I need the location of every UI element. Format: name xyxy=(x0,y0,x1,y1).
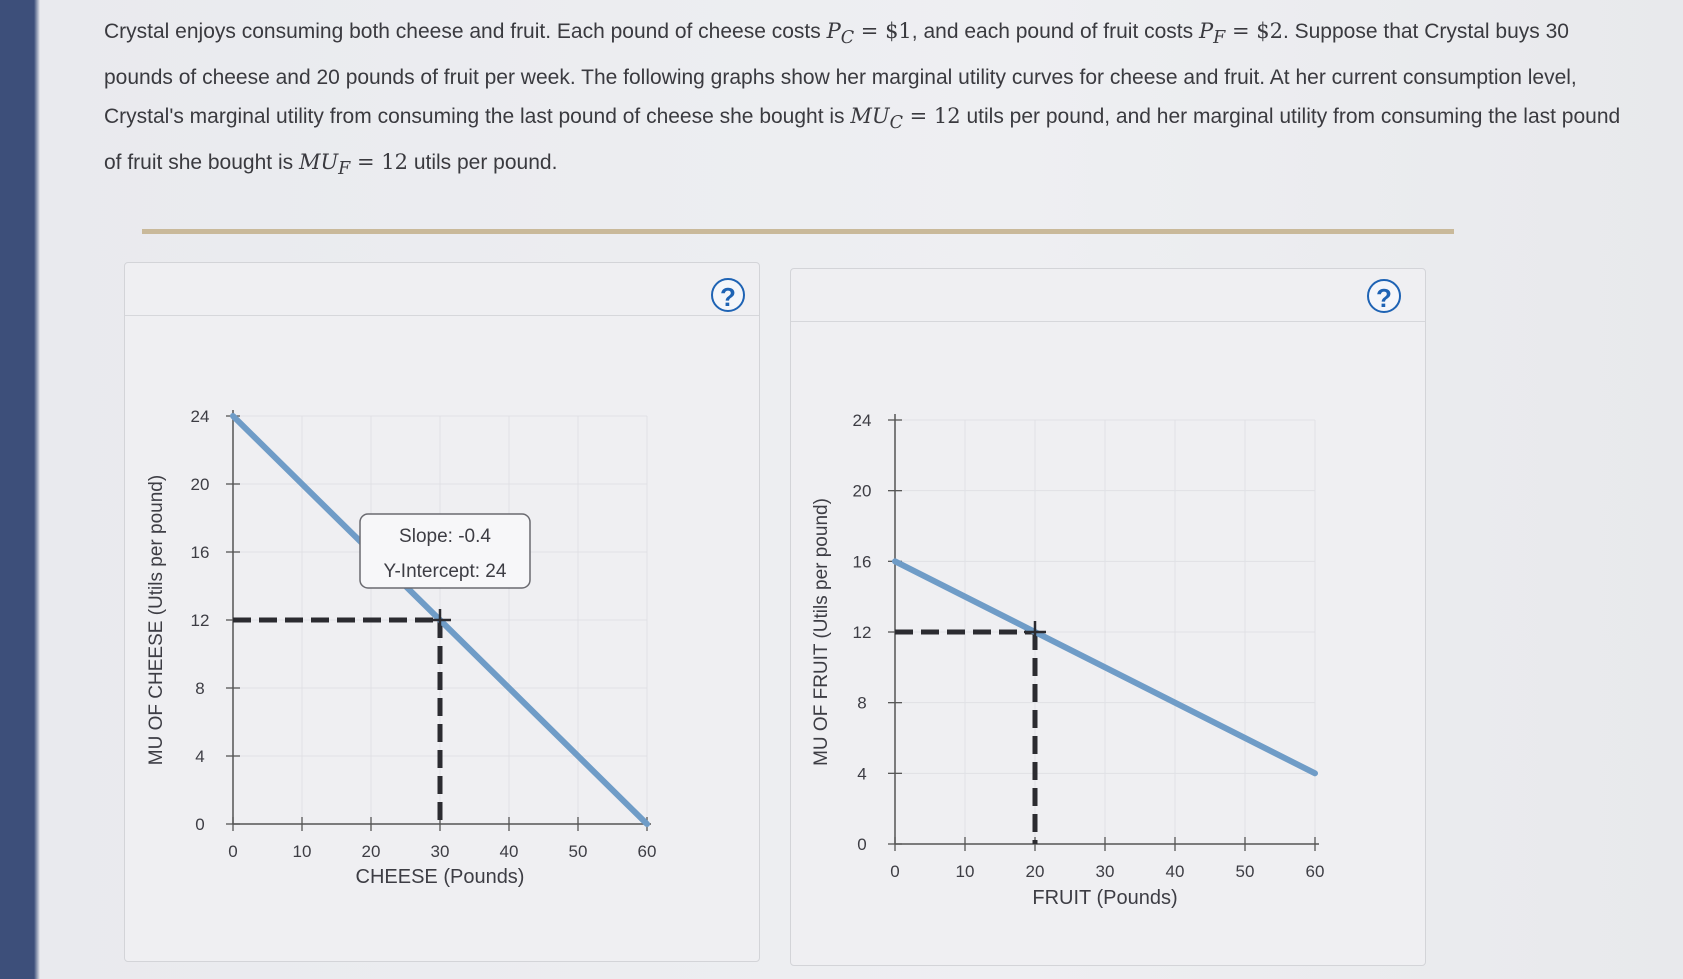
fruit-mu-curve[interactable] xyxy=(892,558,1318,777)
mu-fruit-subscript: F xyxy=(338,159,351,180)
fruit-x-tick-label: 20 xyxy=(1026,862,1045,881)
fruit-y-axis-title: MU OF FRUIT (Utils per pound) xyxy=(811,498,832,766)
price-fruit-symbol: P xyxy=(1198,19,1214,43)
cheese-x-tick-label: 20 xyxy=(362,842,381,861)
fruit-y-tick-label: 8 xyxy=(857,694,866,713)
fruit-y-tick-label: 16 xyxy=(853,552,872,571)
price-fruit-value: = $2 xyxy=(1225,19,1283,43)
fruit-x-tick-label: 40 xyxy=(1166,862,1185,881)
price-cheese-value: = $1 xyxy=(854,19,912,43)
price-cheese-subscript: C xyxy=(840,28,855,49)
fruit-y-tick-label: 0 xyxy=(857,835,866,854)
cheese-x-axis-title: CHEESE (Pounds) xyxy=(356,866,525,888)
price-fruit-subscript: F xyxy=(1213,28,1226,49)
problem-text-4: utils per pound, and her marginal utilit… xyxy=(104,105,1621,175)
problem-text-5: utils per pound. xyxy=(407,151,558,175)
cheese-x-tick-label: 0 xyxy=(228,842,237,861)
fruit-x-axis-title: FRUIT (Pounds) xyxy=(1032,887,1177,909)
fruit-help-button[interactable]: ? xyxy=(1367,279,1401,313)
fruit-y-tick-label: 20 xyxy=(853,482,872,501)
cheese-y-tick-label: 12 xyxy=(191,611,210,630)
cheese-panel-header xyxy=(125,263,759,316)
fruit-x-tick-label: 60 xyxy=(1306,862,1325,881)
cheese-graph-panel xyxy=(124,262,760,962)
fruit-x-tick-label: 0 xyxy=(890,862,899,881)
cheese-y-tick-label: 16 xyxy=(191,543,210,562)
mu-cheese-subscript: C xyxy=(889,113,903,134)
cheese-help-button[interactable]: ? xyxy=(711,278,745,312)
cheese-x-tick-label: 60 xyxy=(638,842,657,861)
problem-text-3: . Suppose that Crystal buys 30 pounds of… xyxy=(104,20,1577,129)
fruit-x-tick-label: 50 xyxy=(1236,862,1255,881)
price-cheese-symbol: P xyxy=(826,19,841,43)
fruit-panel-header xyxy=(791,269,1425,322)
cheese-tooltip-intercept: Y-Intercept: 24 xyxy=(384,561,507,582)
fruit-graph-panel xyxy=(790,268,1426,966)
fruit-y-tick-label: 24 xyxy=(853,411,872,430)
cheese-tooltip-box xyxy=(359,513,531,589)
cheese-tooltip-slope: Slope: -0.4 xyxy=(399,526,491,547)
cheese-y-tick-label: 24 xyxy=(191,407,210,426)
fruit-y-tick-label: 4 xyxy=(857,764,866,783)
mu-cheese-value: = 12 xyxy=(902,104,961,129)
problem-text-1: Crystal enjoys consuming both cheese and… xyxy=(104,20,827,43)
cheese-y-tick-label: 0 xyxy=(195,815,204,834)
cheese-x-tick-label: 50 xyxy=(569,842,588,861)
fruit-y-tick-label: 12 xyxy=(853,623,872,642)
mu-fruit-symbol: MU xyxy=(298,150,339,175)
section-divider xyxy=(142,229,1454,234)
cheese-y-tick-label: 8 xyxy=(195,679,204,698)
fruit-x-tick-label: 30 xyxy=(1096,862,1115,881)
problem-statement: Crystal enjoys consuming both cheese and… xyxy=(104,12,1634,190)
problem-text-2: , and each pound of fruit costs xyxy=(911,20,1199,43)
cheese-x-tick-label: 10 xyxy=(293,842,312,861)
cheese-x-tick-label: 40 xyxy=(500,842,519,861)
cheese-y-tick-label: 4 xyxy=(195,747,204,766)
mu-fruit-value: = 12 xyxy=(350,150,408,175)
cheese-y-axis-title: MU OF CHEESE (Utils per pound) xyxy=(146,475,167,765)
cheese-x-tick-label: 30 xyxy=(431,842,450,861)
mu-cheese-symbol: MU xyxy=(850,104,890,129)
cheese-y-tick-label: 20 xyxy=(191,475,210,494)
fruit-x-tick-label: 10 xyxy=(956,862,975,881)
